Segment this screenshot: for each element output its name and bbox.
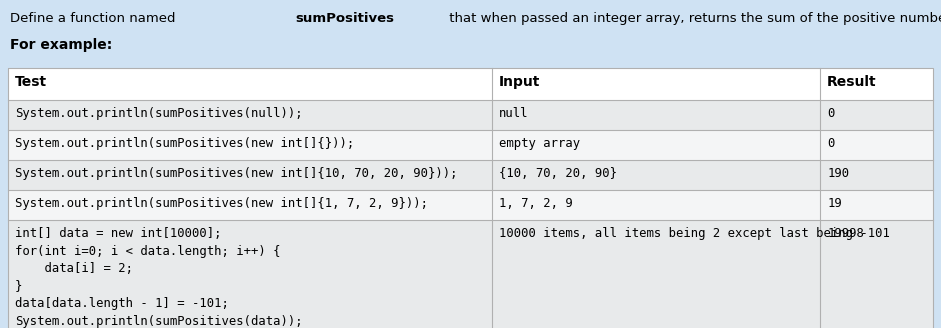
Text: Result: Result bbox=[827, 75, 877, 89]
Text: Test: Test bbox=[15, 75, 47, 89]
Text: 19998: 19998 bbox=[827, 227, 864, 240]
Bar bbox=[8, 130, 933, 160]
Text: Define a function named: Define a function named bbox=[10, 12, 180, 25]
Text: 10000 items, all items being 2 except last being -101: 10000 items, all items being 2 except la… bbox=[499, 227, 889, 240]
Text: 19: 19 bbox=[827, 197, 842, 210]
Text: null: null bbox=[499, 107, 528, 120]
Text: empty array: empty array bbox=[499, 137, 580, 150]
Text: {10, 70, 20, 90}: {10, 70, 20, 90} bbox=[499, 167, 616, 180]
Text: 0: 0 bbox=[827, 137, 835, 150]
Bar bbox=[8, 220, 933, 328]
Bar bbox=[8, 190, 933, 220]
Bar bbox=[8, 68, 933, 328]
Text: that when passed an integer array, returns the sum of the positive numbers in th: that when passed an integer array, retur… bbox=[445, 12, 941, 25]
Text: 190: 190 bbox=[827, 167, 850, 180]
Text: For example:: For example: bbox=[10, 38, 112, 52]
Text: 0: 0 bbox=[827, 107, 835, 120]
Text: sumPositives: sumPositives bbox=[295, 12, 394, 25]
Text: Input: Input bbox=[499, 75, 540, 89]
Text: System.out.println(sumPositives(null));: System.out.println(sumPositives(null)); bbox=[15, 107, 303, 120]
Text: System.out.println(sumPositives(new int[]{1, 7, 2, 9}));: System.out.println(sumPositives(new int[… bbox=[15, 197, 428, 210]
Bar bbox=[8, 68, 933, 100]
Text: System.out.println(sumPositives(new int[]{}));: System.out.println(sumPositives(new int[… bbox=[15, 137, 354, 150]
Text: System.out.println(sumPositives(new int[]{10, 70, 20, 90}));: System.out.println(sumPositives(new int[… bbox=[15, 167, 457, 180]
Text: 1, 7, 2, 9: 1, 7, 2, 9 bbox=[499, 197, 572, 210]
Bar bbox=[8, 100, 933, 130]
Text: int[] data = new int[10000];
for(int i=0; i < data.length; i++) {
    data[i] = : int[] data = new int[10000]; for(int i=0… bbox=[15, 227, 303, 327]
Bar bbox=[8, 160, 933, 190]
